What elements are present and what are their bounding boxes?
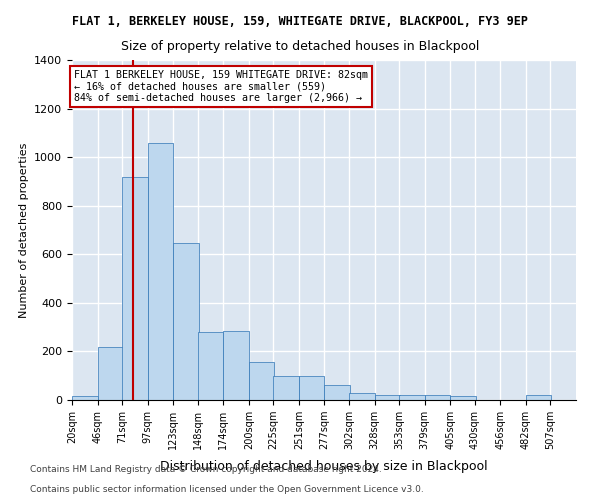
Bar <box>122 176 148 400</box>
Bar <box>399 395 425 400</box>
Bar <box>349 392 374 400</box>
Y-axis label: Number of detached properties: Number of detached properties <box>19 142 29 318</box>
Bar <box>148 142 173 400</box>
Bar <box>526 395 551 400</box>
Bar <box>274 376 299 400</box>
Text: FLAT 1, BERKELEY HOUSE, 159, WHITEGATE DRIVE, BLACKPOOL, FY3 9EP: FLAT 1, BERKELEY HOUSE, 159, WHITEGATE D… <box>72 15 528 28</box>
Bar <box>425 395 450 400</box>
Text: Contains HM Land Registry data © Crown copyright and database right 2024.: Contains HM Land Registry data © Crown c… <box>30 465 382 474</box>
Bar <box>98 346 123 400</box>
Bar <box>72 396 98 400</box>
Text: Size of property relative to detached houses in Blackpool: Size of property relative to detached ho… <box>121 40 479 53</box>
Bar <box>249 362 274 400</box>
X-axis label: Distribution of detached houses by size in Blackpool: Distribution of detached houses by size … <box>160 460 488 473</box>
Bar <box>198 332 223 400</box>
Bar <box>173 244 199 400</box>
Bar <box>223 331 249 400</box>
Bar <box>450 396 476 400</box>
Bar <box>299 376 325 400</box>
Bar <box>325 386 350 400</box>
Text: Contains public sector information licensed under the Open Government Licence v3: Contains public sector information licen… <box>30 485 424 494</box>
Bar <box>374 395 400 400</box>
Text: FLAT 1 BERKELEY HOUSE, 159 WHITEGATE DRIVE: 82sqm
← 16% of detached houses are s: FLAT 1 BERKELEY HOUSE, 159 WHITEGATE DRI… <box>74 70 368 103</box>
